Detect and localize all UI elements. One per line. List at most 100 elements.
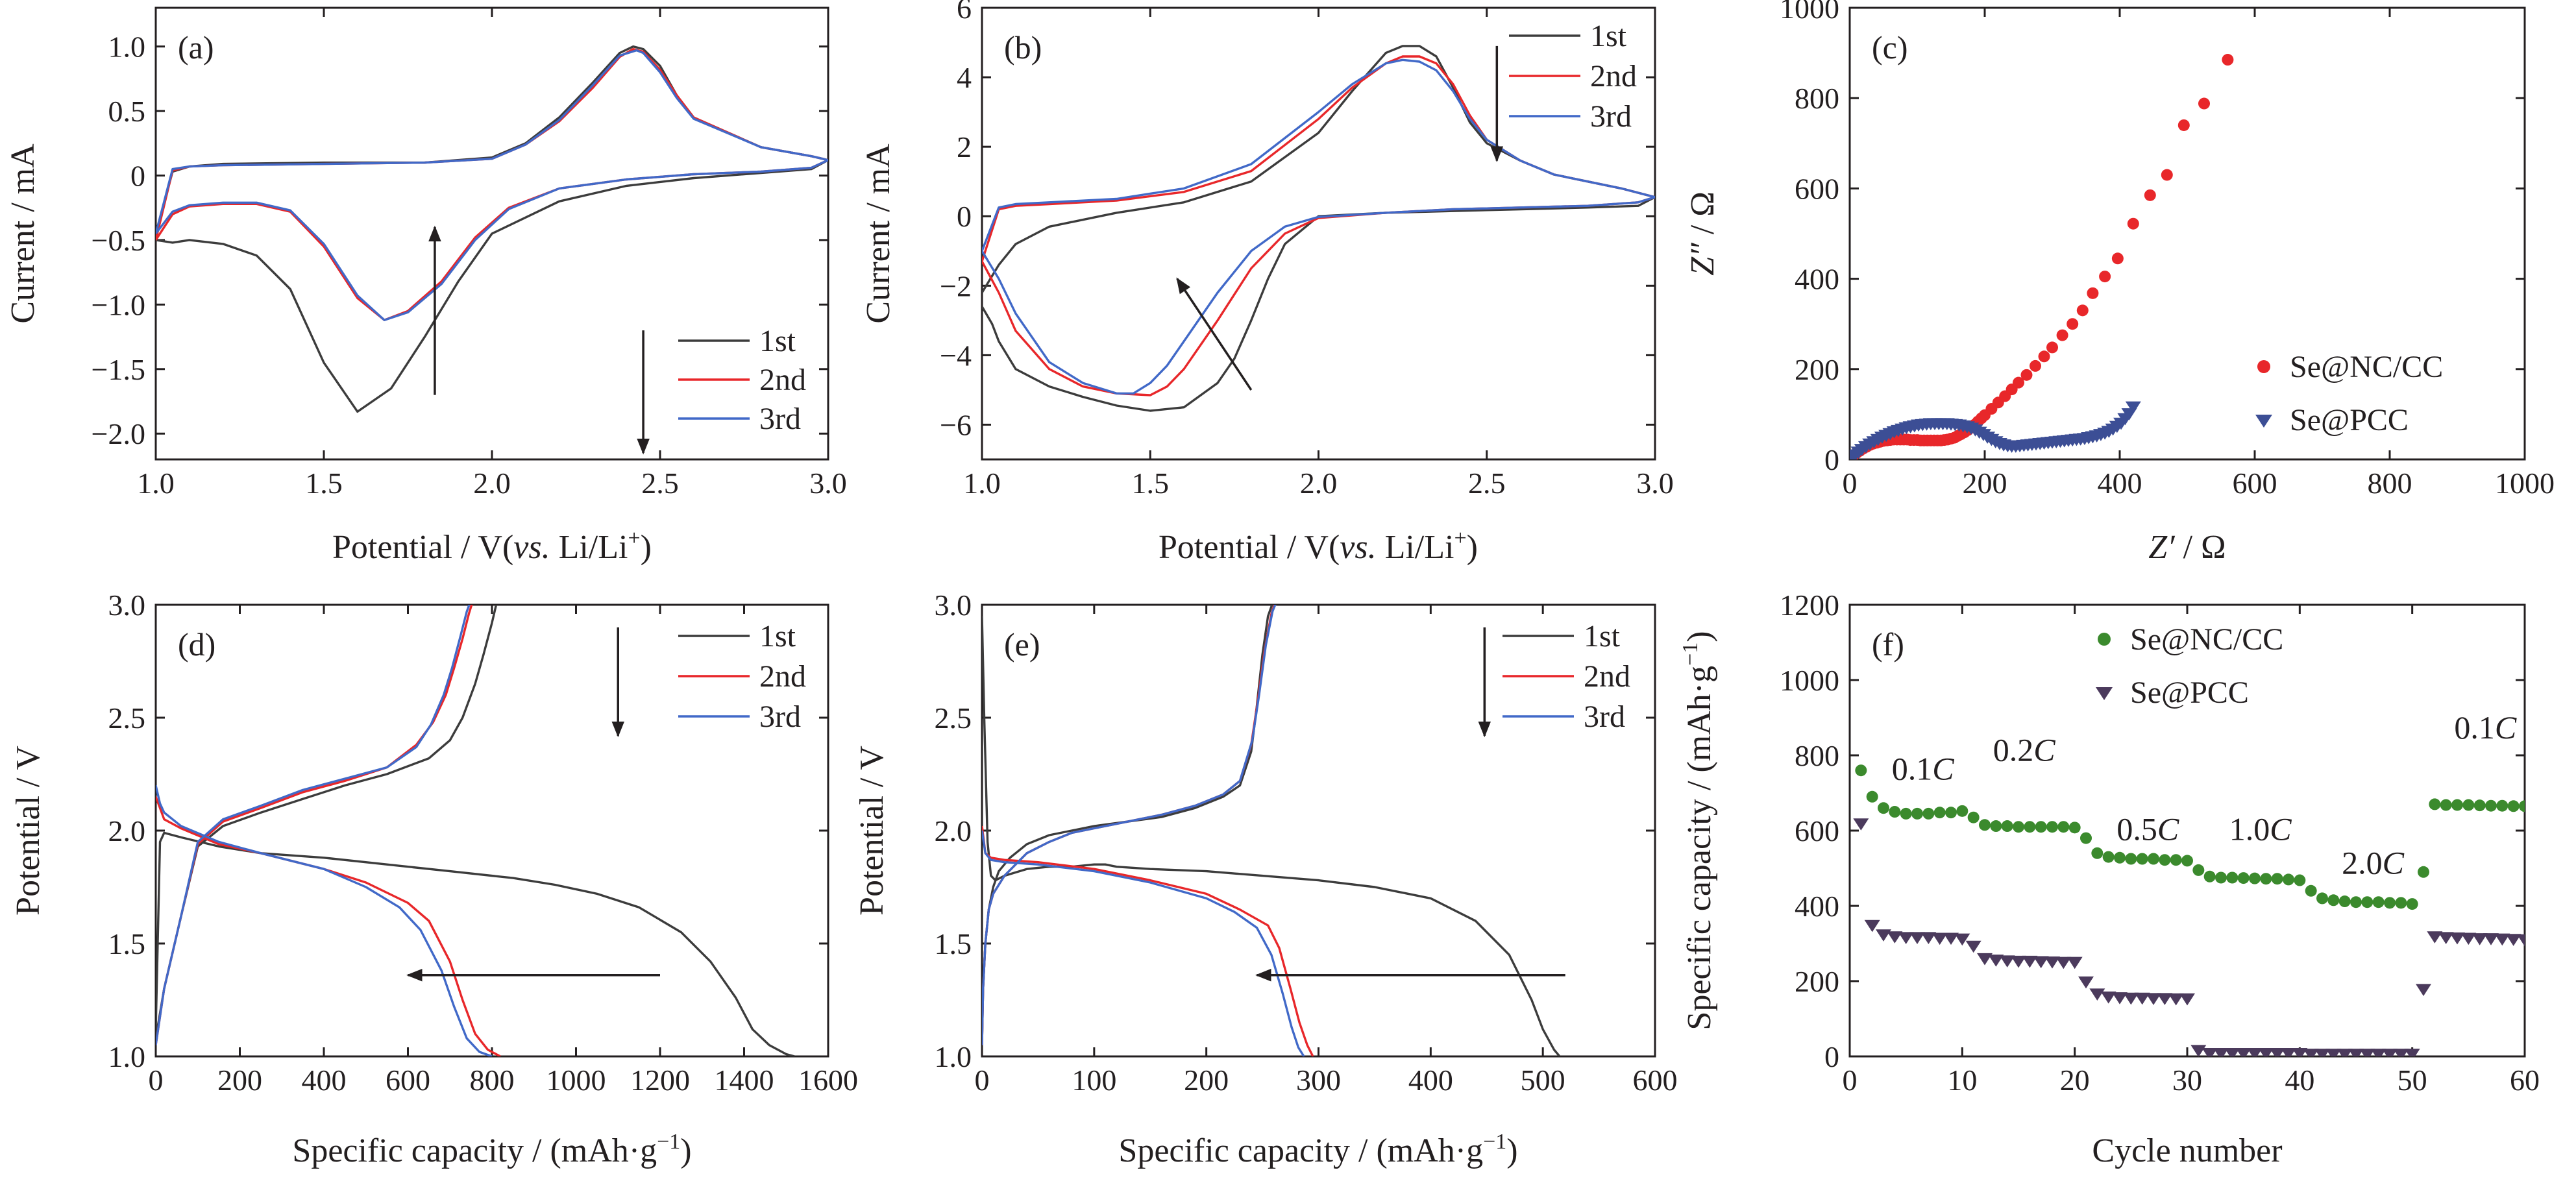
x-label-italic: Z′ [2148, 529, 2176, 566]
data-point-Se@NC/CC [2087, 287, 2099, 299]
data-point-Se@NC/CC [2127, 217, 2139, 230]
x-tick-label: 0 [1843, 467, 1858, 500]
data-point-Se@NC/CC [2136, 853, 2148, 865]
x-tick-label: 0 [1843, 1064, 1858, 1097]
y-tick-label: 0 [130, 160, 145, 193]
data-point-Se@NC/CC [2294, 874, 2306, 886]
legend-label: 2nd [1584, 659, 1630, 694]
y-tick-label: 1.5 [935, 927, 972, 960]
series-line-1st [156, 605, 795, 1056]
data-point-Se@NC/CC [2035, 821, 2047, 833]
y-label-main: Current / mA [860, 143, 897, 324]
data-point-Se@PCC [2427, 931, 2443, 944]
data-point-Se@PCC [2269, 1048, 2285, 1056]
x-tick-label: 1.5 [305, 467, 343, 500]
data-point-Se@NC/CC [2361, 896, 2374, 908]
panel-label: (a) [178, 29, 214, 66]
data-point-Se@PCC [1887, 931, 1903, 944]
panel-label: (f) [1872, 626, 1904, 663]
data-point-Se@NC/CC [2192, 864, 2205, 876]
data-point-Se@NC/CC [2125, 853, 2137, 865]
x-axis-label: Potential / V(vs. Li/Li+) [332, 526, 652, 566]
data-point-Se@NC/CC [1990, 820, 2002, 833]
x-tick-label: 600 [1633, 1064, 1678, 1097]
legend-label: 3rd [759, 700, 801, 734]
data-point-Se@NC/CC [1933, 807, 1946, 819]
data-point-Se@NC/CC [1979, 819, 1991, 831]
data-point-Se@PCC [2055, 956, 2072, 969]
data-group [156, 45, 828, 413]
data-point-Se@PCC [2125, 401, 2141, 414]
data-point-Se@NC/CC [2451, 799, 2463, 811]
legend-label: 1st [759, 619, 796, 653]
arrow-diag-b [1176, 277, 1253, 391]
x-label-main: Specific capacity / (mAh·g [1118, 1132, 1483, 1169]
series-line-1st [982, 45, 1655, 412]
x-label-italic: vs. [513, 529, 550, 566]
series-line-3rd [156, 49, 828, 321]
data-point-Se@PCC [2258, 1048, 2274, 1056]
x-axis-label: Specific capacity / (mAh·g−1) [292, 1130, 691, 1169]
legend-label: 3rd [759, 402, 801, 436]
rate-label: 0.1C [2454, 709, 2517, 746]
data-point-Se@PCC [2404, 1049, 2420, 1056]
y-tick-label: 3.0 [108, 589, 146, 622]
data-point-Se@PCC [2325, 1049, 2342, 1056]
data-group [982, 45, 1655, 412]
y-tick-label: 400 [1795, 890, 1839, 923]
data-point-Se@NC/CC [2067, 318, 2079, 330]
x-axis-label: Z′ / Ω [2148, 529, 2226, 566]
data-point-Se@NC/CC [2395, 897, 2407, 909]
x-label-sup: −1 [1483, 1130, 1506, 1154]
x-tick-label: 1000 [546, 1064, 606, 1097]
data-point-Se@PCC [2100, 992, 2116, 1004]
x-tick-label: 300 [1296, 1064, 1341, 1097]
y-tick-label: 1.0 [935, 1040, 972, 1073]
data-point-Se@PCC [2146, 993, 2161, 1005]
data-point-Se@NC/CC [2418, 866, 2429, 878]
data-point-Se@NC/CC [2316, 892, 2328, 905]
data-point-Se@NC/CC [2350, 896, 2362, 908]
data-point-Se@PCC [1977, 953, 1993, 966]
series-line-3rd [982, 605, 1305, 1056]
data-point-Se@NC/CC [2102, 851, 2115, 863]
panel-e [981, 603, 1656, 1058]
x-label-end: ) [680, 1132, 691, 1169]
data-point-Se@NC/CC [2406, 898, 2418, 910]
data-point-Se@PCC [2505, 934, 2521, 946]
data-point-Se@NC/CC [1889, 806, 1901, 818]
y-tick-label: 2.5 [935, 701, 972, 735]
x-tick-label: 2.5 [641, 467, 679, 500]
x-tick-label: 1.0 [137, 467, 175, 500]
data-point-Se@PCC [2022, 955, 2038, 968]
data-point-Se@NC/CC [2001, 820, 2013, 833]
y-axis-label: Z″ / Ω [1684, 191, 1721, 276]
rate-number: 0.1 [1892, 751, 1933, 787]
y-label-main: Current / mA [5, 143, 42, 324]
y-tick-label: 400 [1795, 263, 1839, 296]
data-point-Se@PCC [2033, 956, 2049, 969]
panel-label: (e) [1004, 626, 1040, 663]
x-tick-label: 1.0 [963, 467, 1001, 500]
data-point-Se@NC/CC [2076, 304, 2089, 317]
x-tick-label: 60 [2510, 1064, 2540, 1097]
data-point-Se@PCC [2416, 984, 2431, 996]
legend-label: Se@PCC [2130, 676, 2249, 710]
panel-label: (c) [1872, 29, 1908, 66]
data-group [1853, 764, 2525, 1056]
data-point-Se@NC/CC [2170, 854, 2182, 866]
data-point-Se@PCC [1864, 919, 1880, 932]
x-label-tail: / Ω [2175, 529, 2226, 566]
data-group [1850, 54, 2234, 459]
data-point-Se@NC/CC [2046, 821, 2058, 833]
data-point-Se@NC/CC [2030, 359, 2041, 372]
y-label-main: Potential / V [10, 746, 47, 916]
data-point-Se@NC/CC [2519, 800, 2525, 812]
y-tick-label: −4 [940, 339, 972, 372]
data-point-Se@NC/CC [2271, 873, 2283, 885]
x-label-tail: Li/Li [1377, 529, 1454, 566]
x-tick-label: 0 [149, 1064, 164, 1097]
y-tick-label: 4 [957, 61, 972, 94]
data-point-Se@PCC [2348, 1049, 2364, 1056]
